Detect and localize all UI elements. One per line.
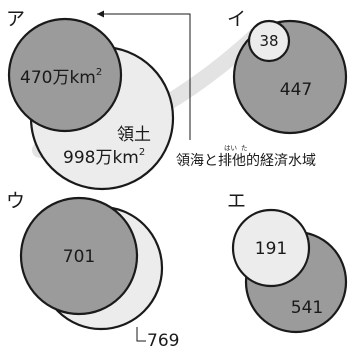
ruby-ta: た xyxy=(241,144,248,152)
panel-a-inner-value: 470万km2 xyxy=(20,67,102,88)
panel-e-small-value: 191 xyxy=(255,239,287,259)
panel-a: ア 470万km2 領土 998万km2 xyxy=(6,8,191,191)
panel-u: ウ 701 769 xyxy=(6,190,179,350)
panel-i-small-value: 38 xyxy=(259,32,278,50)
eez-note-text: 領海と排他的経済水域 xyxy=(176,152,316,169)
panel-i: イ 38 447 xyxy=(227,8,348,135)
panel-a-outer-value: 998万km2 xyxy=(63,147,145,168)
panel-u-inner-circle xyxy=(19,196,139,316)
panel-e-small-circle xyxy=(231,208,311,288)
panel-i-large-value: 447 xyxy=(280,80,312,100)
panel-u-large-value: 701 xyxy=(63,247,95,267)
panel-u-label: ウ xyxy=(6,190,25,212)
panel-e-label: エ xyxy=(227,190,246,212)
eez-note: はい た 領海と排他的経済水域 xyxy=(176,144,316,169)
panel-i-label: イ xyxy=(227,8,246,30)
panel-a-sea-circle xyxy=(7,17,123,133)
panel-a-outer-label: 領土 xyxy=(117,125,151,145)
panel-a-leader-arrowhead xyxy=(97,10,104,18)
panel-u-leader-line xyxy=(136,327,146,342)
panel-e-large-value: 541 xyxy=(291,298,323,318)
panel-a-outer-sup: 2 xyxy=(139,147,145,158)
panel-e: エ 191 541 xyxy=(227,190,348,334)
ruby-hai: はい xyxy=(224,144,237,152)
panel-u-outer-value: 769 xyxy=(147,331,179,350)
panel-a-leader-line xyxy=(97,13,191,140)
panel-a-inner-sup: 2 xyxy=(96,67,102,78)
panel-i-small-circle xyxy=(247,19,291,63)
panel-a-label: ア xyxy=(6,8,25,30)
